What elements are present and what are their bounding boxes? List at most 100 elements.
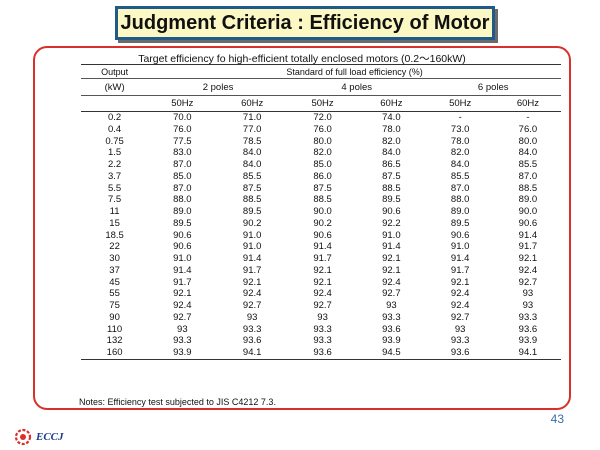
efficiency-cell: 93.3 <box>518 311 538 323</box>
output-cell: 0.2 <box>107 112 122 123</box>
efficiency-cell: 94.1 <box>216 347 288 360</box>
table-row: 5.5 87.0 87.5 87.5 88.5 87.0 88.5 <box>81 183 561 195</box>
table-row: 0.75 77.5 78.5 80.0 82.0 78.0 80.0 <box>81 136 561 148</box>
freq-header: 60Hz <box>216 95 288 112</box>
output-cell: 132 <box>106 335 123 347</box>
blank-header <box>81 95 149 112</box>
table-row: 22 90.6 91.0 91.4 91.4 91.0 91.7 <box>81 241 561 253</box>
efficiency-cell: 90.2 <box>242 217 262 229</box>
title-box: Judgment Criteria : Efficiency of Motor <box>115 6 495 40</box>
efficiency-cell: 76.0 <box>313 123 332 135</box>
efficiency-cell: - <box>526 112 530 123</box>
efficiency-cell: 92.2 <box>382 217 401 229</box>
efficiency-cell: 92.7 <box>173 311 192 323</box>
efficiency-cell: 93 <box>177 323 188 335</box>
efficiency-cell: 91.4 <box>382 241 401 253</box>
efficiency-cell: 80.0 <box>518 135 538 147</box>
efficiency-cell: 88.0 <box>450 194 470 206</box>
efficiency-cell: 92.7 <box>242 300 262 311</box>
efficiency-cell: 91.7 <box>518 241 538 253</box>
efficiency-cell: 91.4 <box>518 229 538 241</box>
efficiency-cell: 86.0 <box>313 170 332 182</box>
efficiency-cell: 93.6 <box>382 323 401 335</box>
efficiency-cell: 82.0 <box>450 147 470 159</box>
efficiency-cell: 90.0 <box>313 206 332 217</box>
efficiency-cell: 70.0 <box>173 112 192 123</box>
efficiency-cell: 90.6 <box>173 241 192 253</box>
eccj-logo: ECCJ <box>14 428 64 446</box>
efficiency-cell: 84.0 <box>518 147 538 159</box>
efficiency-cell: 93 <box>454 323 466 335</box>
efficiency-cell: 92.1 <box>518 253 538 264</box>
efficiency-cell: 93.3 <box>450 335 470 347</box>
page-number: 43 <box>550 412 564 426</box>
output-cell: 22 <box>109 241 120 253</box>
table-row: 75 92.4 92.7 92.7 93 92.4 93 <box>81 300 561 312</box>
efficiency-cell: 88.5 <box>518 182 538 194</box>
output-cell: 90 <box>109 311 120 323</box>
efficiency-cell: 78.5 <box>242 135 262 147</box>
efficiency-cell: 93.9 <box>148 347 217 360</box>
freq-header: 50Hz <box>425 95 495 112</box>
output-cell: 110 <box>107 323 123 335</box>
table-row: 11 89.0 89.5 90.0 90.6 89.0 90.0 <box>81 206 561 218</box>
table-body: 0.2 70.0 71.0 72.0 74.0 - - 0.4 76.0 77.0 76.0 78.0… <box>81 112 561 360</box>
efficiency-cell: 72.0 <box>313 112 332 123</box>
efficiency-cell: 82.0 <box>382 135 401 147</box>
efficiency-cell: 88.5 <box>382 182 401 194</box>
efficiency-cell: 85.5 <box>242 170 262 182</box>
efficiency-cell: 89.5 <box>450 217 470 229</box>
efficiency-cell: 91.7 <box>173 276 192 288</box>
efficiency-cell: 91.0 <box>450 241 470 253</box>
freq-header: 60Hz <box>357 95 426 112</box>
pole-group-header: 6 poles <box>425 78 561 96</box>
efficiency-cell: 89.0 <box>450 206 470 217</box>
table-row: 1.5 83.0 84.0 82.0 84.0 82.0 84.0 <box>81 147 561 159</box>
efficiency-cell: 92.4 <box>518 264 538 276</box>
efficiency-cell: 80.0 <box>313 135 332 147</box>
output-cell: 5.5 <box>107 182 122 194</box>
table-row: 37 91.4 91.7 92.1 92.1 91.7 92.4 <box>81 265 561 277</box>
efficiency-cell: 92.1 <box>313 264 332 276</box>
efficiency-cell: 92.4 <box>382 276 401 288</box>
efficiency-cell: 93.3 <box>313 323 332 335</box>
efficiency-cell: 91.0 <box>242 241 262 253</box>
efficiency-cell: 90.6 <box>382 206 401 217</box>
output-cell: 45 <box>109 276 120 288</box>
efficiency-cell: 92.1 <box>450 276 470 288</box>
efficiency-cell: - <box>458 112 462 123</box>
efficiency-cell: 91.7 <box>242 264 262 276</box>
content-panel: Target efficiency fo high-efficient tota… <box>33 46 571 410</box>
efficiency-cell: 93.9 <box>382 335 401 347</box>
table-row: 132 93.3 93.6 93.3 93.9 93.3 93.9 <box>81 335 561 347</box>
pole-group-header: 4 poles <box>287 78 426 96</box>
table-row: 90 92.7 93 93 93.3 92.7 93.3 <box>81 312 561 324</box>
efficiency-cell: 77.0 <box>242 123 262 135</box>
freq-header: 50Hz <box>287 95 358 112</box>
efficiency-cell: 92.1 <box>313 276 332 288</box>
efficiency-cell: 71.0 <box>242 112 262 123</box>
efficiency-cell: 85.0 <box>173 170 192 182</box>
efficiency-cell: 90.6 <box>173 229 192 241</box>
efficiency-cell: 92.4 <box>313 288 332 300</box>
efficiency-cell: 93.6 <box>287 347 358 360</box>
efficiency-cell: 92.7 <box>313 300 332 311</box>
output-cell: 11 <box>109 206 120 217</box>
efficiency-cell: 91.4 <box>450 253 470 264</box>
efficiency-cell: 74.0 <box>382 112 401 123</box>
table-row: 55 92.1 92.4 92.4 92.7 92.4 93 <box>81 288 561 300</box>
table-row: 15 89.5 90.2 90.2 92.2 89.5 90.6 <box>81 218 561 230</box>
efficiency-cell: 89.0 <box>518 194 538 206</box>
efficiency-cell: 93.3 <box>313 335 332 347</box>
efficiency-cell: 90.6 <box>313 229 332 241</box>
efficiency-cell: 91.0 <box>173 253 192 264</box>
efficiency-cell: 88.0 <box>173 194 192 206</box>
efficiency-cell: 87.0 <box>518 170 538 182</box>
efficiency-cell: 89.0 <box>173 206 192 217</box>
efficiency-cell: 93.9 <box>518 335 538 347</box>
efficiency-cell: 93.6 <box>242 335 262 347</box>
efficiency-cell: 89.5 <box>242 206 262 217</box>
efficiency-cell: 91.7 <box>450 264 470 276</box>
efficiency-cell: 92.1 <box>382 253 401 264</box>
standard-header: Standard of full load efficiency (%) <box>148 64 561 79</box>
